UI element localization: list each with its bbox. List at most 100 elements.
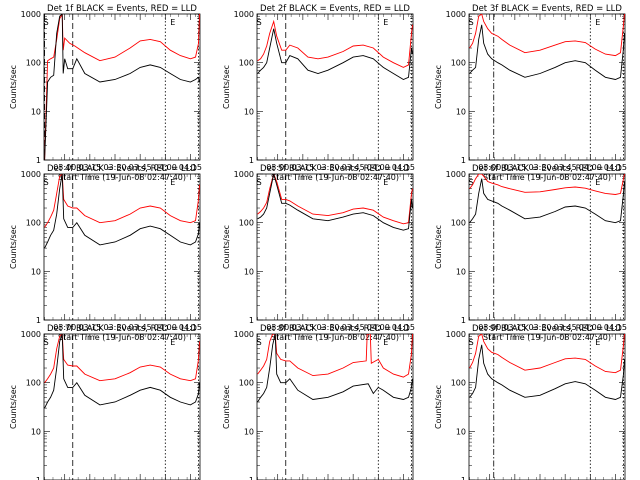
x-tick-label: 03:00	[53, 323, 76, 332]
x-tick-label: 04:15	[604, 163, 627, 172]
series-lld-line	[257, 19, 413, 68]
start-marker: S	[44, 18, 49, 27]
x-tick-label: 04:00	[367, 323, 390, 332]
start-marker: S	[469, 18, 474, 27]
x-tick-label: 03:15	[78, 163, 101, 172]
y-tick-label: 10	[244, 267, 254, 276]
series-events-line	[469, 344, 625, 400]
x-tick-label: 04:15	[604, 323, 627, 332]
series-lld-line	[44, 174, 200, 228]
x-tick-label: 03:45	[554, 323, 577, 332]
x-tick-label: 03:30	[528, 323, 551, 332]
x-tick-label: 04:15	[392, 323, 415, 332]
y-axis-label: Counts/sec	[9, 65, 18, 109]
y-tick-label: 10	[456, 427, 466, 436]
x-tick-label: 04:15	[179, 163, 202, 172]
y-tick-label: 1	[461, 156, 466, 165]
chart-panel-6: Det 6f BLACK = Events, RED = LLD 1 10 100 10…	[434, 164, 627, 342]
x-tick-label: 03:45	[342, 323, 365, 332]
x-tick-label: 03:45	[342, 163, 365, 172]
x-tick-label: 03:30	[103, 163, 126, 172]
series-events-line	[469, 178, 625, 224]
x-tick-label: 04:00	[579, 163, 602, 172]
y-tick-label: 10	[31, 427, 41, 436]
y-tick-label: 1000	[21, 170, 41, 179]
y-tick-label: 1	[36, 476, 41, 480]
x-tick-label: 03:15	[503, 163, 526, 172]
series-events-line	[257, 334, 413, 403]
y-axis-label: Counts/sec	[9, 225, 18, 269]
y-tick-label: 10	[31, 107, 41, 116]
x-tick-label: 03:15	[291, 163, 314, 172]
x-tick-label: 04:00	[579, 323, 602, 332]
panel-title: Det 9f BLACK = Events, RED = LLD	[472, 324, 622, 334]
series-lld-line	[257, 334, 413, 378]
y-tick-label: 1	[36, 316, 41, 325]
y-tick-label: 1000	[446, 170, 466, 179]
x-tick-label: 03:00	[266, 323, 289, 332]
x-axis-label: Start Time (19-Jun-08 02:47:40)	[483, 173, 611, 182]
y-tick-label: 1000	[234, 170, 254, 179]
y-tick-label: 100	[26, 59, 41, 68]
y-tick-label: 1000	[21, 330, 41, 339]
y-tick-label: 1	[36, 156, 41, 165]
plot-frame	[43, 333, 201, 480]
x-tick-label: 04:15	[392, 163, 415, 172]
end-marker: E	[595, 178, 600, 187]
x-axis-label: Start Time (19-Jun-08 02:47:40)	[58, 173, 186, 182]
plot-frame	[468, 13, 626, 161]
x-tick-label: 04:15	[179, 323, 202, 332]
y-tick-label: 10	[244, 427, 254, 436]
panel-title: Det 1f BLACK = Events, RED = LLD	[47, 4, 197, 14]
x-tick-label: 03:30	[316, 163, 339, 172]
panel-title: Det 5f BLACK = Events, RED = LLD	[260, 164, 410, 174]
x-tick-label: 04:00	[154, 163, 177, 172]
y-tick-label: 1	[461, 316, 466, 325]
x-tick-label: 03:30	[316, 323, 339, 332]
x-tick-label: 03:00	[478, 163, 501, 172]
y-tick-label: 1	[249, 156, 254, 165]
chart-panel-3: Det 3f BLACK = Events, RED = LLD 1 10 100 10…	[434, 4, 627, 182]
start-marker: S	[44, 178, 49, 187]
panel-title: Det 6f BLACK = Events, RED = LLD	[472, 164, 622, 174]
y-tick-label: 100	[451, 219, 466, 228]
y-tick-label: 100	[451, 59, 466, 68]
series-lld-line	[469, 174, 625, 195]
end-marker: E	[595, 18, 600, 27]
x-tick-label: 03:30	[528, 163, 551, 172]
y-axis-label: Counts/sec	[434, 225, 443, 269]
y-tick-label: 100	[26, 379, 41, 388]
y-tick-label: 1	[249, 316, 254, 325]
x-tick-label: 03:15	[78, 323, 101, 332]
start-marker: S	[257, 18, 262, 27]
y-tick-label: 1000	[21, 10, 41, 19]
plot-frame	[256, 173, 414, 321]
x-tick-label: 03:15	[291, 323, 314, 332]
chart-panel-5: Det 5f BLACK = Events, RED = LLD 1 10 100 10…	[222, 164, 415, 342]
y-tick-label: 1	[461, 476, 466, 480]
y-tick-label: 100	[239, 59, 254, 68]
panel-title: Det 8f BLACK = Events, RED = LLD	[260, 324, 410, 334]
y-axis-label: Counts/sec	[222, 385, 231, 429]
x-axis-label: Start Time (19-Jun-08 02:47:40)	[483, 333, 611, 342]
panel-title: Det 4f BLACK = Events, RED = LLD	[47, 164, 197, 174]
x-tick-label: 03:00	[53, 163, 76, 172]
y-axis-label: Counts/sec	[222, 65, 231, 109]
series-lld-line	[44, 334, 200, 383]
x-tick-label: 03:45	[129, 323, 152, 332]
x-tick-label: 03:00	[478, 323, 501, 332]
y-tick-label: 100	[239, 219, 254, 228]
y-tick-label: 10	[456, 267, 466, 276]
series-events-line	[44, 174, 200, 249]
plot-frame	[256, 333, 414, 480]
panel-title: Det 2f BLACK = Events, RED = LLD	[260, 4, 410, 14]
chart-panel-9: Det 9f BLACK = Events, RED = LLD 1 10 100 10…	[434, 324, 626, 480]
series-events-line	[44, 334, 200, 409]
plot-frame	[256, 13, 414, 161]
chart-panel-2: Det 2f BLACK = Events, RED = LLD 1 10 100 10…	[222, 4, 415, 182]
y-tick-label: 1	[249, 476, 254, 480]
y-tick-label: 1000	[234, 10, 254, 19]
y-tick-label: 1000	[446, 330, 466, 339]
y-tick-label: 100	[26, 219, 41, 228]
